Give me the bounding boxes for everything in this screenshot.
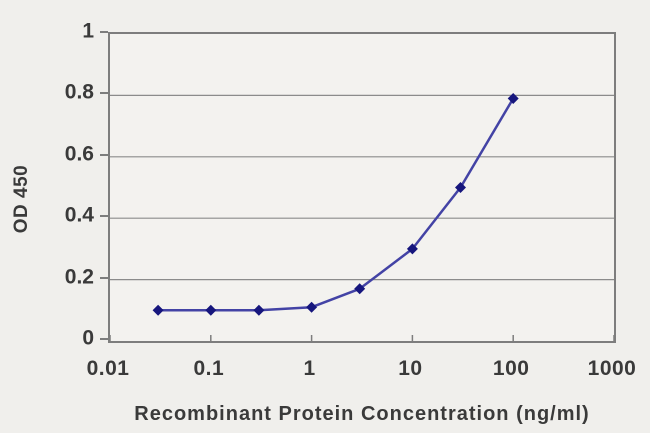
y-tick-label: 0.4 <box>64 203 94 227</box>
y-tick-label: 0.8 <box>64 80 94 104</box>
diamond-marker <box>205 304 217 316</box>
x-tick-label: 10 <box>398 357 423 380</box>
plot-area <box>108 32 616 343</box>
y-tick-label: 0 <box>82 326 94 350</box>
y-tick-label: 0.2 <box>64 265 94 289</box>
diamond-marker <box>406 243 418 255</box>
diamond-marker <box>354 283 366 295</box>
diamond-marker <box>253 304 265 316</box>
diamond-marker <box>454 182 466 193</box>
y-tick-mark <box>100 92 108 95</box>
y-tick-mark <box>100 276 108 279</box>
y-tick-mark <box>100 153 108 156</box>
y-tick-mark <box>100 338 108 340</box>
y-tick-label: 0.6 <box>64 142 94 166</box>
series-line <box>156 97 515 312</box>
diamond-marker <box>306 301 318 313</box>
x-tick-label: 100 <box>492 357 530 380</box>
diamond-marker <box>152 304 164 316</box>
x-axis-title: Recombinant Protein Concentration (ng/ml… <box>134 403 590 425</box>
y-tick-mark <box>100 31 108 33</box>
y-tick-mark <box>100 215 108 218</box>
x-tick-label: 1000 <box>587 357 637 380</box>
line-series-canvas <box>110 92 614 341</box>
x-tick-label: 0.01 <box>86 357 130 380</box>
diamond-marker <box>507 92 519 104</box>
x-tick-label: 1 <box>303 357 316 380</box>
y-tick-label: 1 <box>82 19 94 43</box>
y-axis-title: OD 450 <box>11 164 32 234</box>
x-tick-label: 0.1 <box>193 357 225 380</box>
